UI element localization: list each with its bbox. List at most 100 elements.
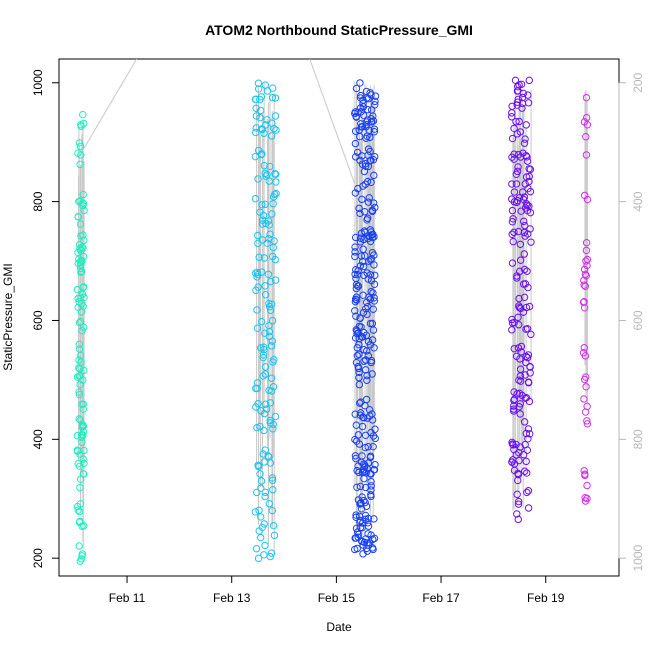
data-point bbox=[361, 431, 370, 439]
data-point bbox=[269, 486, 277, 494]
data-point bbox=[77, 267, 86, 276]
data-point bbox=[79, 190, 87, 199]
data-point bbox=[520, 293, 529, 302]
data-point bbox=[355, 368, 363, 377]
data-point bbox=[359, 182, 367, 190]
data-point bbox=[270, 237, 278, 245]
data-point bbox=[260, 426, 268, 435]
y-tick-label: 600 bbox=[31, 310, 45, 330]
data-point bbox=[254, 239, 262, 248]
data-point bbox=[262, 405, 271, 413]
data-point bbox=[75, 356, 83, 364]
data-point bbox=[356, 94, 365, 102]
data-point bbox=[351, 295, 360, 303]
data-point bbox=[253, 306, 261, 314]
data-point bbox=[358, 524, 366, 532]
data-point bbox=[526, 208, 535, 217]
data-point bbox=[524, 435, 532, 443]
data-point bbox=[75, 298, 83, 306]
data-point bbox=[75, 542, 83, 550]
data-point bbox=[525, 302, 534, 311]
data-point bbox=[357, 323, 365, 331]
data-point bbox=[510, 344, 518, 353]
x-axis-label: Date bbox=[326, 620, 352, 634]
data-point bbox=[76, 380, 84, 389]
data-point bbox=[522, 325, 530, 333]
data-point bbox=[254, 554, 263, 563]
data-point bbox=[359, 245, 367, 253]
data-point bbox=[522, 358, 530, 367]
data-point bbox=[260, 345, 268, 354]
data-point bbox=[363, 216, 371, 224]
data-point bbox=[508, 113, 516, 121]
data-point bbox=[361, 162, 370, 170]
data-point bbox=[260, 254, 269, 262]
data-point bbox=[359, 291, 367, 299]
data-point bbox=[513, 510, 521, 518]
data-point bbox=[508, 206, 517, 215]
data-point bbox=[514, 163, 522, 171]
data-point bbox=[358, 493, 366, 501]
data-point bbox=[272, 276, 280, 284]
data-point bbox=[355, 126, 363, 134]
data-point bbox=[254, 462, 263, 471]
data-point bbox=[516, 355, 524, 363]
data-point bbox=[251, 152, 260, 161]
data-point bbox=[354, 108, 362, 117]
data-point bbox=[352, 280, 361, 289]
data-point bbox=[266, 399, 275, 407]
data-point bbox=[370, 128, 379, 136]
data-point bbox=[508, 259, 517, 267]
data-point bbox=[352, 513, 360, 521]
data-point bbox=[514, 150, 523, 159]
data-point bbox=[355, 334, 363, 343]
data-point bbox=[357, 505, 366, 513]
data-point bbox=[75, 139, 84, 147]
data-point bbox=[80, 446, 88, 455]
data-point bbox=[259, 211, 268, 220]
data-point bbox=[360, 357, 368, 365]
data-point bbox=[518, 188, 527, 196]
data-point bbox=[257, 484, 265, 492]
data-point bbox=[522, 429, 530, 438]
data-point bbox=[358, 195, 366, 204]
data-point bbox=[367, 256, 375, 264]
data-point bbox=[514, 497, 523, 506]
y-tick-label: 200 bbox=[31, 548, 45, 568]
data-point bbox=[269, 420, 277, 429]
data-point bbox=[355, 350, 363, 359]
data-point bbox=[368, 410, 376, 418]
data-point bbox=[266, 552, 274, 561]
data-point bbox=[363, 310, 371, 319]
data-point bbox=[266, 459, 275, 467]
y-right-tick-label: 600 bbox=[631, 310, 645, 330]
data-point bbox=[366, 452, 375, 460]
data-point bbox=[79, 422, 88, 430]
data-point bbox=[515, 294, 523, 303]
data-point bbox=[508, 458, 516, 466]
chart-title: ATOM2 Northbound StaticPressure_GMI bbox=[205, 22, 473, 38]
data-point bbox=[272, 126, 280, 134]
data-point bbox=[580, 375, 589, 384]
data-point bbox=[256, 106, 265, 115]
data-point bbox=[360, 235, 368, 244]
data-point bbox=[271, 94, 280, 102]
data-point bbox=[521, 440, 529, 449]
data-point bbox=[251, 194, 260, 203]
data-point bbox=[520, 193, 529, 201]
data-point bbox=[512, 180, 521, 188]
data-point bbox=[258, 317, 266, 326]
data-point bbox=[271, 255, 279, 264]
data-points bbox=[73, 76, 592, 565]
data-point bbox=[269, 521, 278, 530]
data-point bbox=[508, 134, 517, 143]
data-point bbox=[356, 234, 365, 242]
data-point bbox=[371, 425, 379, 433]
data-point bbox=[79, 119, 88, 128]
data-point bbox=[521, 371, 529, 379]
data-point bbox=[515, 117, 523, 126]
data-point bbox=[253, 423, 261, 432]
data-point bbox=[253, 324, 262, 332]
data-point bbox=[525, 177, 533, 186]
